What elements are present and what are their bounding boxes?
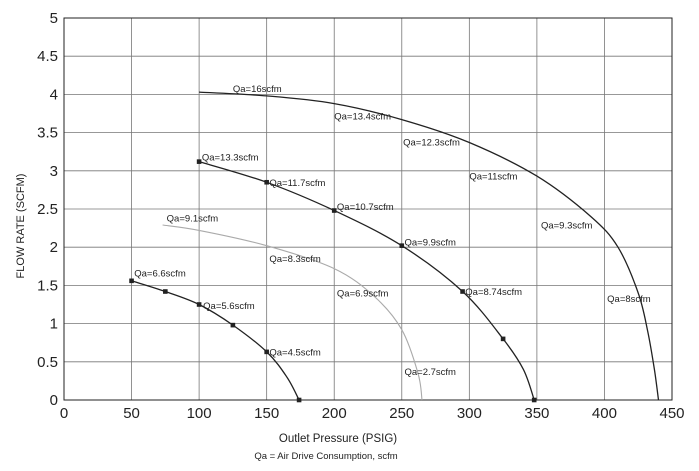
x-tick-label-4: 200 <box>322 405 347 422</box>
annotation-5: Qa=8scfm <box>607 294 651 305</box>
y-tick-label-9: 4.5 <box>37 48 58 65</box>
x-tick-label-3: 150 <box>254 405 279 422</box>
x-axis-label: Outlet Pressure (PSIG) <box>279 433 397 445</box>
series-1-point-2 <box>331 208 337 213</box>
annotation-1: Qa=13.4scfm <box>334 111 391 122</box>
y-tick-label-1: 0.5 <box>37 354 58 371</box>
annotation-16: Qa=5.6scfm <box>203 301 255 312</box>
markers-group <box>129 159 537 403</box>
series-line-1 <box>198 160 535 401</box>
x-tick-label-6: 300 <box>457 405 482 422</box>
series-line-0 <box>199 91 660 401</box>
series-1-point-1 <box>264 179 269 185</box>
series-3-point-2 <box>196 302 202 307</box>
annotation-12: Qa=8.3scfm <box>269 254 321 265</box>
y-tick-label-0: 0 <box>50 392 58 409</box>
x-tick-label-1: 50 <box>123 405 140 422</box>
y-tick-label-4: 2 <box>50 239 58 256</box>
annotation-4: Qa=9.3scfm <box>541 221 593 232</box>
y-axis-label: FLOW RATE (SCFM) <box>15 174 27 279</box>
tick-labels: 0 50 100 150 200 250 300 350 400 450 0 0.5 1 1.5 2 2.5 3… <box>37 10 684 422</box>
series-1-point-4 <box>460 289 465 294</box>
y-tick-label-8: 4 <box>50 86 58 103</box>
series-line-2 <box>162 224 423 401</box>
series-group <box>131 91 660 401</box>
x-tick-label-9: 450 <box>659 405 684 422</box>
y-tick-label-5: 2.5 <box>37 201 58 218</box>
y-tick-label-2: 1 <box>50 316 58 333</box>
annotation-11: Qa=9.1scfm <box>167 214 219 225</box>
x-tick-label-8: 400 <box>592 405 617 422</box>
series-3-point-4 <box>264 349 269 355</box>
series-3-point-1 <box>163 289 168 294</box>
chart-subtitle: Qa = Air Drive Consumption, scfm <box>254 451 397 462</box>
y-tick-label-6: 3 <box>50 163 58 180</box>
series-3-point-0 <box>129 278 134 284</box>
annotation-13: Qa=6.9scfm <box>337 289 389 300</box>
annotation-15: Qa=6.6scfm <box>134 269 186 280</box>
annotation-7: Qa=11.7scfm <box>269 178 325 189</box>
series-3-point-5 <box>296 397 302 403</box>
series-1-point-6 <box>531 397 537 403</box>
annotation-14: Qa=2.7scfm <box>404 367 456 378</box>
y-tick-label-3: 1.5 <box>37 277 58 294</box>
annotation-3: Qa=11scfm <box>469 172 517 183</box>
annotation-6: Qa=13.3scfm <box>202 153 259 164</box>
x-tick-label-2: 100 <box>187 405 212 422</box>
series-1-point-3 <box>399 243 405 248</box>
x-tick-label-0: 0 <box>60 405 68 422</box>
y-tick-label-10: 5 <box>50 10 58 27</box>
annotation-17: Qa=4.5scfm <box>269 347 321 358</box>
y-tick-label-7: 3.5 <box>37 125 58 142</box>
series-1-point-0 <box>196 159 202 164</box>
series-line-3 <box>131 280 300 401</box>
annotation-0: Qa=16scfm <box>233 84 282 95</box>
x-tick-label-5: 250 <box>389 405 414 422</box>
series-3-point-3 <box>230 322 236 328</box>
plot-frame <box>63 17 673 401</box>
x-tick-label-7: 350 <box>524 405 549 422</box>
annotation-10: Qa=8.74scfm <box>465 287 522 298</box>
series-1-point-5 <box>500 336 506 342</box>
annotation-2: Qa=12.3scfm <box>403 137 460 148</box>
grid <box>63 17 673 401</box>
annotations: Qa=16scfm Qa=13.4scfm Qa=12.3scfm Qa=11scfm… <box>134 84 651 378</box>
annotation-8: Qa=10.7scfm <box>337 202 394 213</box>
annotation-9: Qa=9.9scfm <box>404 237 456 248</box>
